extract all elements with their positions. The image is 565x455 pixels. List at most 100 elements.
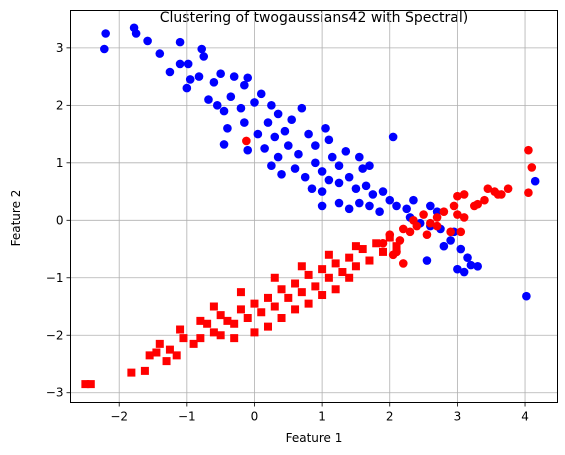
data-point-square (140, 366, 149, 375)
data-point-circle (226, 92, 236, 102)
data-point-circle (453, 264, 462, 274)
data-point-circle (216, 69, 225, 79)
data-point-square (372, 239, 381, 248)
data-point-circle (175, 37, 185, 47)
data-point-circle (242, 136, 251, 146)
data-point-square (179, 334, 188, 343)
data-point-square (365, 256, 374, 265)
x-tick-label: 1 (318, 410, 326, 424)
data-point-circle (405, 227, 415, 237)
data-point-square (270, 302, 279, 311)
data-point-circle (253, 129, 263, 139)
data-point-square (165, 345, 174, 354)
x-axis-label: Feature 1 (286, 431, 343, 445)
data-point-square (243, 314, 252, 323)
data-point-circle (317, 187, 327, 196)
data-point-circle (355, 198, 364, 208)
data-point-circle (432, 213, 442, 222)
data-point-circle (483, 184, 493, 193)
data-point-circle (334, 198, 344, 208)
data-point-circle (375, 207, 384, 216)
data-point-circle (243, 145, 253, 155)
data-point-circle (209, 78, 219, 87)
data-point-circle (197, 44, 207, 54)
data-point-circle (426, 218, 435, 228)
data-point-circle (422, 230, 432, 239)
data-point-circle (317, 167, 327, 176)
data-point-circle (398, 224, 408, 234)
data-point-square (145, 351, 154, 360)
data-point-circle (324, 135, 334, 145)
y-tick-label: 0 (56, 213, 64, 227)
data-point-square (196, 316, 205, 325)
data-point-circle (449, 201, 459, 211)
data-point-square (385, 233, 394, 242)
data-point-square (277, 285, 286, 294)
data-point-circle (524, 145, 533, 155)
data-point-circle (294, 149, 303, 159)
data-point-square (127, 368, 136, 377)
data-point-circle (219, 106, 229, 116)
data-point-circle (459, 267, 469, 277)
data-point-circle (473, 261, 482, 271)
data-point-circle (459, 190, 469, 199)
data-point-square (331, 285, 340, 294)
data-point-circle (250, 98, 259, 107)
data-point-square (291, 305, 300, 314)
data-point-circle (175, 59, 185, 69)
data-point-circle (493, 190, 503, 199)
data-point-circle (453, 210, 462, 219)
data-point-square (345, 253, 354, 262)
data-point-square (304, 299, 313, 308)
data-point-circle (358, 164, 368, 173)
data-point-circle (267, 101, 276, 110)
data-point-circle (236, 103, 246, 113)
x-tick-label: −1 (178, 410, 196, 424)
data-point-circle (300, 172, 310, 182)
data-point-square (250, 299, 259, 308)
x-tick-label: 2 (386, 410, 394, 424)
data-point-square (284, 293, 293, 302)
data-point-square (189, 339, 198, 348)
data-point-square (209, 302, 218, 311)
data-point-circle (263, 118, 273, 127)
data-point-square (297, 262, 306, 271)
data-point-circle (185, 75, 195, 84)
data-point-circle (287, 115, 296, 125)
data-point-square (162, 357, 171, 366)
y-tick-label: −2 (46, 328, 64, 342)
data-point-circle (297, 103, 307, 113)
data-point-circle (317, 201, 327, 211)
data-point-square (257, 308, 266, 317)
data-point-circle (453, 191, 462, 201)
data-point-circle (183, 59, 193, 69)
data-point-circle (402, 204, 411, 214)
data-point-square (81, 380, 90, 389)
data-point-circle (100, 44, 109, 54)
data-point-circle (419, 210, 428, 219)
data-point-circle (182, 83, 192, 93)
data-point-square (223, 316, 232, 325)
data-point-square (392, 242, 401, 251)
data-point-circle (267, 161, 276, 170)
data-point-circle (365, 201, 374, 211)
data-point-circle (304, 129, 313, 139)
data-point-circle (392, 201, 401, 211)
data-point-circle (439, 207, 449, 216)
data-point-circle (270, 132, 280, 142)
y-axis-label: Feature 2 (9, 190, 23, 247)
data-point-square (176, 325, 185, 334)
data-point-circle (439, 241, 449, 251)
data-point-circle (212, 101, 222, 110)
data-point-square (311, 282, 320, 291)
data-point-circle (456, 227, 466, 237)
data-point-circle (155, 49, 165, 58)
chart-title: Clustering of twogaussians42 with Spectr… (160, 10, 468, 26)
data-point-circle (101, 29, 110, 38)
data-point-square (216, 331, 225, 340)
data-point-circle (398, 259, 408, 268)
data-point-circle (470, 201, 479, 211)
data-point-circle (311, 141, 320, 150)
data-point-circle (463, 253, 472, 262)
data-point-circle (199, 52, 209, 61)
